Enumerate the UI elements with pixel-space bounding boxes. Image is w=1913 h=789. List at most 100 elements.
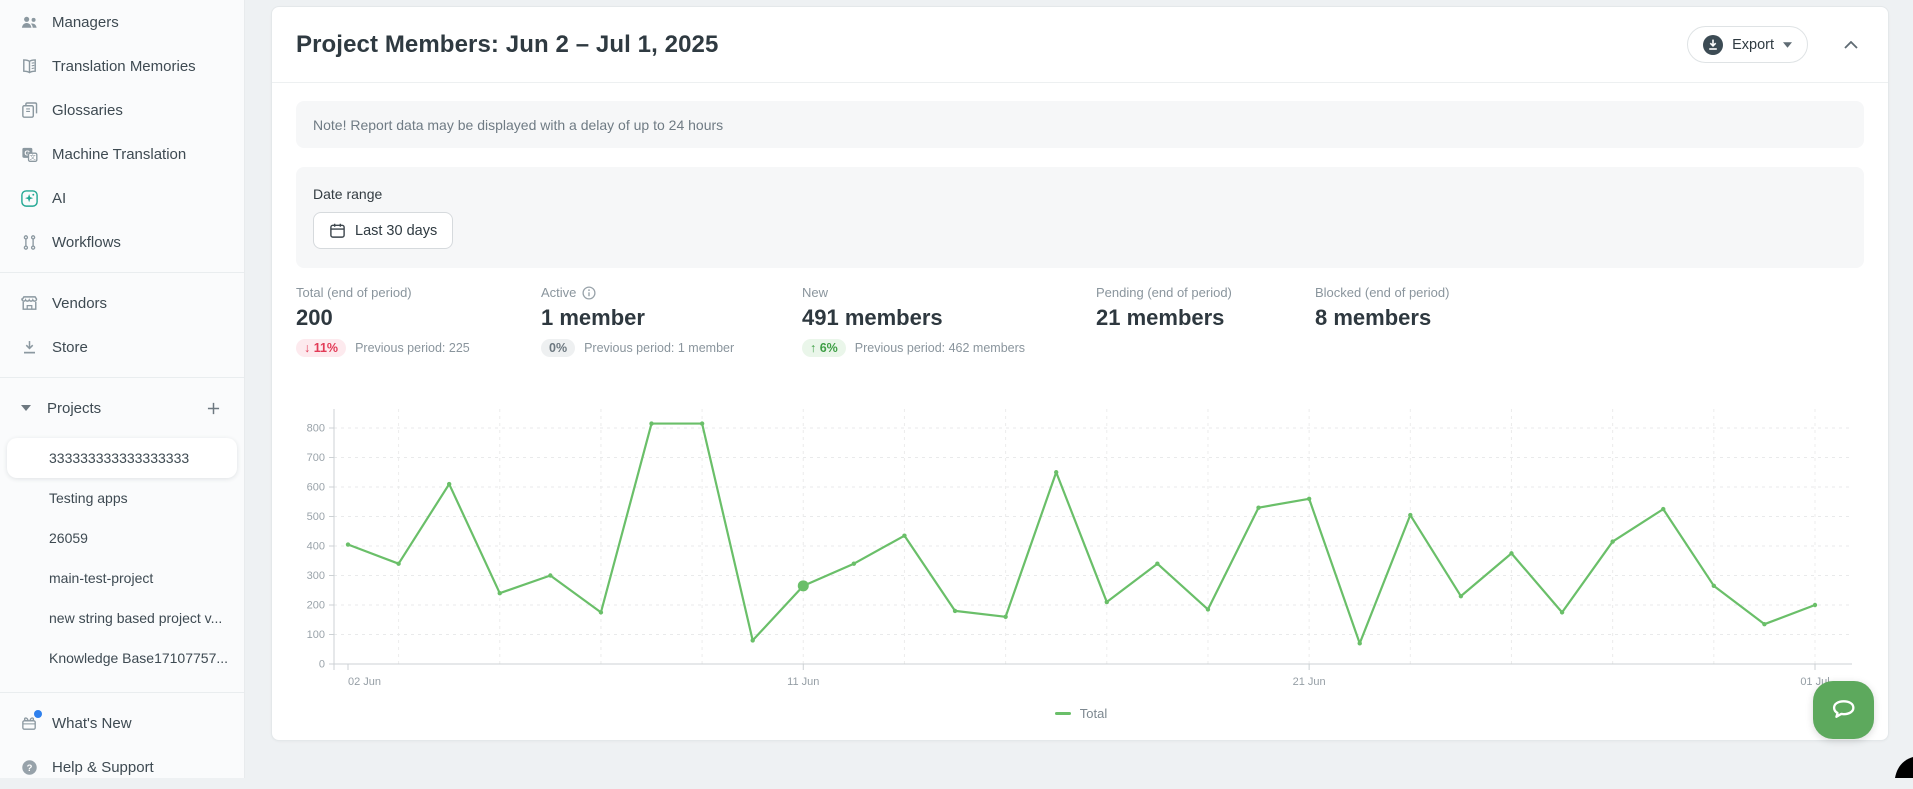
sidebar-item-label: Glossaries: [52, 101, 123, 119]
stat-value: 1 member: [541, 305, 645, 330]
chart-point: [396, 561, 401, 566]
x-axis-label: 11 Jun: [787, 676, 819, 688]
y-axis-label: 100: [307, 629, 325, 641]
help-icon: ?: [19, 757, 39, 777]
sidebar-item-workflows[interactable]: Workflows: [0, 220, 244, 264]
sidebar-item-label: Translation Memories: [52, 57, 196, 75]
workflows-icon: [19, 232, 39, 252]
sidebar-item-label: Workflows: [52, 233, 121, 251]
sidebar-item-ai[interactable]: AI: [0, 176, 244, 220]
project-item[interactable]: Knowledge Base17107757...: [49, 650, 229, 666]
projects-section-label: Projects: [47, 399, 102, 417]
stat-active: Active 1 member 0% Previous period: 1 membe…: [541, 285, 802, 358]
x-axis-label: 02 Jun: [348, 676, 381, 688]
sidebar-nav-top: Managers Translation Memories Glossaries G 文…: [0, 0, 244, 264]
sidebar-item-machine-translation[interactable]: G 文 Machine Translation: [0, 132, 244, 176]
chart-point: [1155, 561, 1160, 566]
sidebar-item-translation-memories[interactable]: Translation Memories: [0, 44, 244, 88]
chart-point-highlighted: [797, 580, 809, 592]
add-project-button[interactable]: [203, 398, 224, 419]
chart-point: [1054, 470, 1059, 475]
vendors-icon: [19, 293, 39, 313]
stat-comparison: ↑ 6% Previous period: 462 members: [802, 338, 1096, 358]
chart-point: [952, 608, 958, 614]
stat-label: Pending (end of period): [1096, 285, 1232, 300]
y-axis-label: 800: [307, 423, 325, 435]
chart-point: [548, 573, 553, 578]
stat-label: Active: [541, 285, 802, 300]
legend-line-swatch: [1054, 712, 1071, 715]
chart-point: [598, 610, 604, 615]
collapse-panel-button[interactable]: [1838, 35, 1864, 55]
stat-new: New 491 members ↑ 6% Previous period: 462 m…: [802, 285, 1096, 358]
ai-icon: [19, 188, 39, 208]
sidebar-item-help-support[interactable]: ? Help & Support: [0, 745, 244, 789]
stat-label: New: [802, 285, 829, 300]
sidebar-item-vendors[interactable]: Vendors: [0, 281, 244, 325]
stat-label: Blocked (end of period): [1315, 285, 1450, 300]
chart-point: [699, 421, 705, 426]
chart-point: [851, 561, 857, 566]
stat-comparison: 0% Previous period: 1 member: [541, 338, 802, 358]
previous-period-text: Previous period: 225: [355, 341, 470, 355]
stats-row: Total (end of period) 200 ↓ 11% Previous pe…: [296, 285, 1864, 358]
date-range-button[interactable]: Last 30 days: [313, 212, 454, 249]
members-line-chart: 0 100 200 300 400 500 600 700 800 02 Jun 11 Jun 21 …: [307, 409, 1852, 688]
sidebar-item-what-s-new[interactable]: What's New: [0, 701, 244, 745]
chart-point: [1104, 599, 1109, 605]
chart-point: [1661, 506, 1666, 512]
chart-point: [497, 591, 502, 596]
change-badge-up: ↑ 6%: [802, 339, 846, 357]
projects-list: 333333333333333333 Testing apps 26059 main-…: [0, 438, 244, 678]
date-range-panel: Date range Last 30 days: [296, 167, 1864, 268]
sidebar-item-glossaries[interactable]: Glossaries: [0, 88, 244, 132]
change-badge-down: ↓ 11%: [296, 339, 347, 357]
sidebar-item-managers[interactable]: Managers: [0, 0, 244, 44]
sidebar-divider: [0, 692, 244, 693]
sidebar-divider: [0, 377, 244, 378]
stat-value: 200: [296, 305, 333, 330]
sidebar-item-label: Store: [52, 338, 88, 356]
whats-new-icon: [19, 710, 42, 733]
projects-section-header: Projects: [0, 386, 244, 430]
y-axis-label: 600: [307, 482, 325, 494]
svg-text:文: 文: [29, 153, 35, 161]
stat-comparison: ↓ 11% Previous period: 225: [296, 338, 541, 358]
chart-point: [1256, 505, 1261, 510]
export-button[interactable]: Export: [1687, 26, 1808, 63]
project-item[interactable]: main-test-project: [49, 570, 154, 586]
chart-point: [1711, 583, 1717, 589]
y-axis-label: 200: [307, 600, 325, 612]
y-axis-label: 0: [319, 659, 325, 671]
chat-widget-button[interactable]: [1813, 681, 1874, 739]
sidebar-nav-bottom: What's New? Help & Support: [0, 701, 244, 789]
previous-period-text: Previous period: 462 members: [854, 341, 1026, 355]
report-header: Project Members: Jun 2 – Jul 1, 2025 Exp…: [272, 7, 1888, 83]
projects-collapse-caret-icon[interactable]: [21, 405, 31, 411]
project-item[interactable]: 26059: [49, 530, 88, 546]
info-icon[interactable]: [582, 285, 596, 300]
chart-point: [1762, 621, 1767, 627]
sidebar-divider: [0, 272, 244, 273]
stat-value: 8 members: [1315, 305, 1432, 330]
sidebar-item-store[interactable]: Store: [0, 325, 244, 369]
date-range-label: Date range: [313, 186, 383, 202]
project-item-selected[interactable]: 333333333333333333: [7, 438, 237, 478]
download-circle-icon: [1703, 34, 1724, 55]
sidebar: Managers Translation Memories Glossaries G 文…: [0, 0, 245, 778]
chart-legend-item-total[interactable]: Total: [296, 706, 1866, 721]
x-axis-label: 21 Jun: [1293, 676, 1326, 688]
stat-pending: Pending (end of period) 21 members: [1096, 285, 1315, 358]
notification-dot: [34, 710, 42, 718]
y-axis-label: 300: [307, 570, 325, 582]
delay-note: Note! Report data may be displayed with …: [296, 101, 1864, 148]
report-body: Note! Report data may be displayed with …: [272, 83, 1888, 358]
chart-point: [902, 533, 907, 538]
chart-point: [649, 421, 654, 426]
project-item[interactable]: new string based project v...: [49, 610, 223, 626]
sidebar-item-label: AI: [52, 189, 67, 207]
y-axis-label: 400: [307, 541, 325, 553]
delay-note-text: Note! Report data may be displayed with …: [313, 116, 724, 133]
translation-memories-icon: [19, 56, 39, 76]
project-item[interactable]: Testing apps: [49, 490, 128, 506]
